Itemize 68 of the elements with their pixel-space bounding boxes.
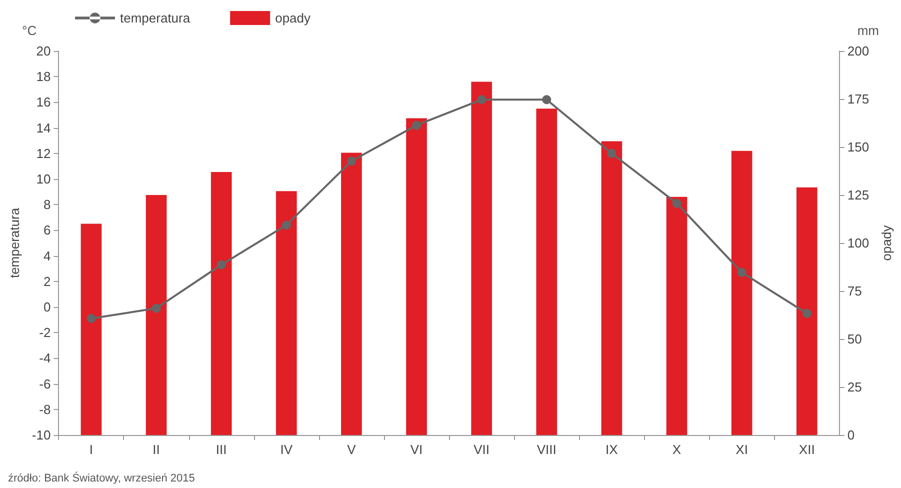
y-tick-label: 12 bbox=[36, 146, 51, 161]
y-tick-label: 2 bbox=[43, 274, 51, 289]
y2-axis-title: opady bbox=[879, 224, 894, 261]
y2-tick-label: 25 bbox=[847, 380, 862, 394]
bar bbox=[601, 141, 622, 435]
point bbox=[542, 95, 552, 104]
x-tick-label: VII bbox=[474, 442, 490, 457]
legend-label: opady bbox=[275, 10, 312, 26]
y2-tick-label: 50 bbox=[847, 332, 862, 346]
bar bbox=[210, 172, 232, 435]
x-tick-label: XII bbox=[798, 442, 815, 457]
y-tick-label: -2 bbox=[39, 325, 51, 340]
y2-tick-label: 75 bbox=[847, 284, 862, 298]
y-tick-label: -8 bbox=[39, 402, 51, 417]
bar bbox=[731, 150, 752, 435]
point bbox=[412, 120, 422, 130]
point bbox=[477, 95, 486, 104]
x-tick-label: VI bbox=[410, 442, 423, 457]
point bbox=[607, 148, 616, 158]
y-tick-label: 18 bbox=[36, 69, 51, 84]
y2-tick-label: 150 bbox=[847, 140, 870, 154]
point bbox=[216, 260, 226, 270]
x-tick-label: X bbox=[672, 442, 682, 457]
text: °C bbox=[22, 23, 37, 38]
x-tick-label: IV bbox=[280, 442, 293, 457]
x-tick-label: V bbox=[347, 442, 356, 457]
bar bbox=[341, 152, 362, 435]
y-tick-label: 8 bbox=[43, 197, 51, 212]
point bbox=[86, 314, 96, 324]
text: mm bbox=[857, 23, 880, 38]
bar bbox=[471, 82, 492, 435]
y-tick-label: -6 bbox=[39, 376, 51, 392]
bar bbox=[796, 187, 818, 435]
x-tick-label: VIII bbox=[536, 442, 556, 457]
y-tick-label: -10 bbox=[32, 428, 51, 442]
y-tick-label: 10 bbox=[36, 172, 51, 186]
point bbox=[346, 156, 356, 166]
bar bbox=[146, 195, 167, 435]
y-tick-label: 14 bbox=[36, 120, 51, 136]
y-tick-label: 4 bbox=[43, 248, 51, 264]
bar bbox=[276, 191, 297, 435]
y-tick-label: 16 bbox=[36, 94, 51, 110]
bar bbox=[80, 224, 102, 435]
y2-tick-label: 100 bbox=[847, 236, 870, 250]
y-tick-label: -4 bbox=[39, 350, 51, 366]
text: źródło: Bank Światowy, wrzesień 2015 bbox=[8, 472, 195, 484]
y-tick-label: 0 bbox=[43, 300, 51, 314]
legend-label: temperatura bbox=[120, 10, 191, 26]
x-tick-label: IX bbox=[606, 442, 618, 457]
x-tick-label: III bbox=[216, 442, 227, 457]
y2-tick-label: 200 bbox=[847, 44, 870, 58]
point bbox=[802, 308, 812, 318]
y-tick-label: 20 bbox=[36, 44, 51, 58]
y2-tick-label: 175 bbox=[847, 92, 870, 106]
point bbox=[672, 198, 682, 208]
x-tick-label: XI bbox=[736, 442, 748, 457]
point bbox=[737, 268, 746, 277]
bar bbox=[666, 196, 688, 435]
x-tick-label: I bbox=[89, 442, 94, 457]
y2-tick-label: 0 bbox=[847, 428, 855, 442]
y2-tick-label: 125 bbox=[847, 188, 870, 202]
y-axis-title: temperatura bbox=[7, 207, 22, 278]
bar bbox=[536, 108, 558, 435]
point bbox=[152, 304, 161, 313]
y-tick-label: 6 bbox=[43, 222, 51, 238]
point bbox=[282, 220, 291, 230]
bar bbox=[406, 118, 427, 435]
x-tick-label: II bbox=[152, 442, 160, 457]
